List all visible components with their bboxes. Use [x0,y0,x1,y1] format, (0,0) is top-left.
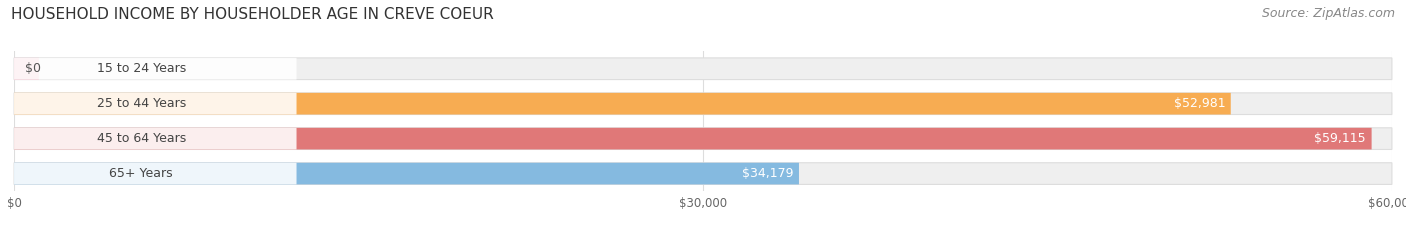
Text: HOUSEHOLD INCOME BY HOUSEHOLDER AGE IN CREVE COEUR: HOUSEHOLD INCOME BY HOUSEHOLDER AGE IN C… [11,7,494,22]
Text: $59,115: $59,115 [1315,132,1367,145]
FancyBboxPatch shape [14,93,1392,115]
FancyBboxPatch shape [14,58,297,80]
Text: $34,179: $34,179 [742,167,793,180]
Text: 65+ Years: 65+ Years [110,167,173,180]
FancyBboxPatch shape [14,128,1392,150]
Text: $0: $0 [25,62,41,75]
FancyBboxPatch shape [14,93,1230,115]
FancyBboxPatch shape [14,163,799,185]
Text: Source: ZipAtlas.com: Source: ZipAtlas.com [1261,7,1395,20]
FancyBboxPatch shape [14,163,1392,185]
FancyBboxPatch shape [14,163,297,185]
Text: $52,981: $52,981 [1174,97,1225,110]
Text: 15 to 24 Years: 15 to 24 Years [97,62,186,75]
FancyBboxPatch shape [14,58,39,80]
Text: 25 to 44 Years: 25 to 44 Years [97,97,186,110]
Text: 45 to 64 Years: 45 to 64 Years [97,132,186,145]
FancyBboxPatch shape [14,128,1372,150]
FancyBboxPatch shape [14,128,297,150]
FancyBboxPatch shape [14,93,297,115]
FancyBboxPatch shape [14,58,1392,80]
